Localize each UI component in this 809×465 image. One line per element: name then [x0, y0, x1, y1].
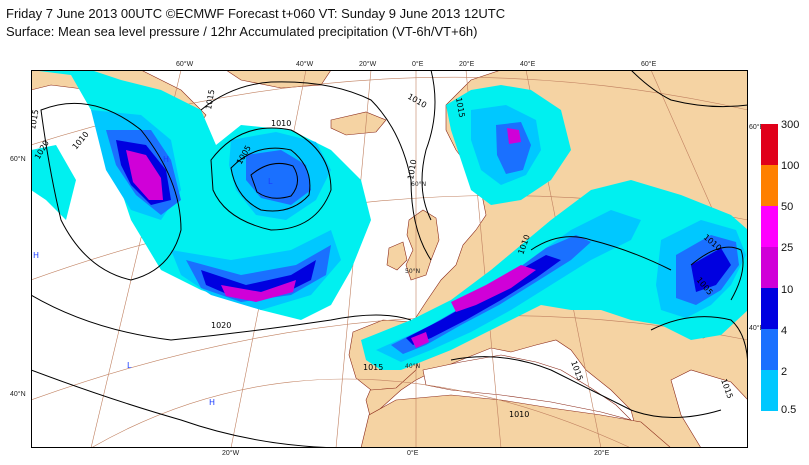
isobar-label: 1020	[211, 321, 231, 330]
greenland-land	[225, 70, 332, 89]
isobar-label: 1015	[31, 109, 41, 131]
high-pressure-marker: H	[209, 398, 215, 407]
legend-swatch	[761, 165, 778, 206]
chart-title-line-1: Friday 7 June 2013 00UTC ©ECMWF Forecast…	[6, 6, 506, 21]
precip-magenta	[411, 332, 429, 348]
high-pressure-marker: H	[163, 155, 169, 164]
legend-swatch	[761, 124, 778, 165]
isobar-label: 1015	[454, 97, 466, 119]
legend-swatch	[761, 329, 778, 370]
isobar-label: 1010	[271, 119, 291, 128]
lon-label-top: 60°W	[176, 61, 194, 68]
legend-swatch	[761, 206, 778, 247]
legend-swatch	[761, 247, 778, 288]
precip-darkblue	[691, 248, 731, 292]
lat-label-inner: 40°N	[405, 363, 420, 370]
isobars	[31, 70, 748, 448]
isobar-label: 1010	[509, 410, 529, 419]
lat-label-right: 40°E	[749, 325, 765, 332]
precipitation-legend-bar	[761, 124, 778, 411]
lon-label-top: 40°E	[520, 61, 536, 68]
red-sea-region	[670, 369, 748, 448]
precip-magenta	[451, 265, 536, 312]
low-pressure-marker: L	[127, 361, 132, 370]
low-pressure-marker: L	[268, 177, 273, 186]
iceland-land	[330, 111, 387, 136]
ireland-land	[386, 241, 408, 271]
lon-label-bottom: 20°W	[222, 450, 240, 457]
precip-blue	[496, 122, 531, 174]
lon-label-top: 40°W	[296, 61, 314, 68]
legend-label: 100	[781, 160, 800, 172]
lon-label-bottom: 20°E	[594, 450, 610, 457]
forecast-map: 1015 1020 1010 1015 1010 1005 1010 1015 …	[31, 70, 748, 448]
legend-label: 25	[781, 242, 794, 254]
precipitation-shading	[31, 70, 748, 370]
map-frame	[31, 70, 748, 448]
lat-label-inner: 50°N	[405, 268, 420, 275]
precip-magenta	[126, 150, 163, 200]
isobar-label: 1015	[363, 363, 383, 372]
lon-label-top: 20°W	[359, 61, 377, 68]
legend-label: 4	[781, 325, 788, 337]
legend-label: 50	[781, 201, 794, 213]
legend-swatch	[761, 370, 778, 411]
lat-label-inner: 60°N	[411, 181, 426, 188]
lon-label-top: 60°E	[641, 61, 657, 68]
legend-label: 10	[781, 284, 794, 296]
chart-title-line-2: Surface: Mean sea level pressure / 12hr …	[6, 24, 478, 39]
lon-label-top: 0°E	[412, 61, 424, 68]
isobar-label: 1015	[204, 89, 216, 111]
legend-label: 0.5	[781, 404, 797, 416]
legend-label: 2	[781, 366, 788, 378]
precip-magenta	[221, 280, 296, 302]
precip-magenta	[507, 128, 521, 144]
high-pressure-marker: H	[33, 251, 39, 260]
lat-label-left: 60°N	[10, 156, 26, 163]
lat-label-right: 60°E	[749, 124, 765, 131]
precip-cyan	[31, 145, 76, 220]
north-africa-land	[360, 394, 672, 448]
lon-label-bottom: 0°E	[407, 450, 419, 457]
isobar-label: 1010	[406, 159, 418, 181]
lat-label-left: 40°N	[10, 391, 26, 398]
legend-label: 300	[781, 119, 800, 131]
lon-label-top: 20°E	[459, 61, 475, 68]
legend-swatch	[761, 288, 778, 329]
